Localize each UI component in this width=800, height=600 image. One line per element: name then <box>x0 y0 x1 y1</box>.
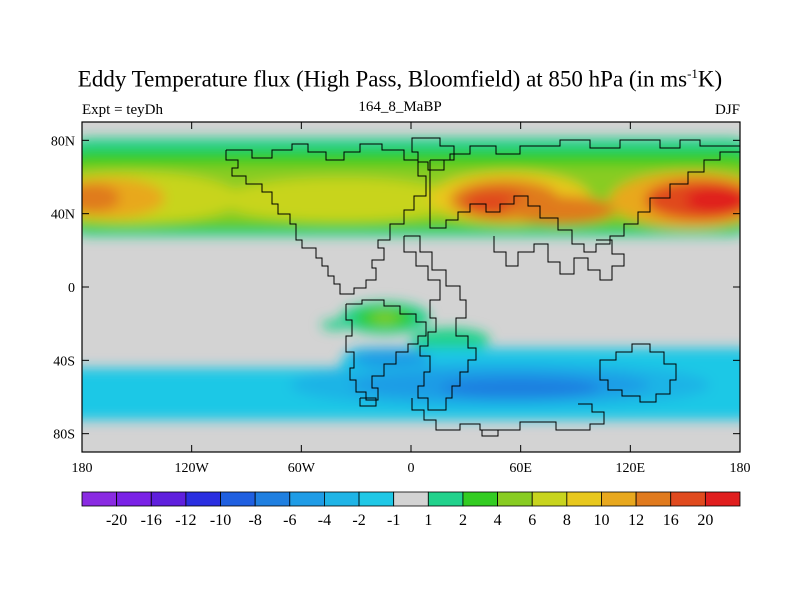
colorbar-swatch <box>324 491 360 507</box>
coast-north-america <box>225 143 427 295</box>
coast-greenland <box>411 137 455 171</box>
sind-1 <box>410 328 490 352</box>
lat-tick-label: 40S <box>53 354 75 369</box>
lon-tick-label: 120W <box>175 461 210 476</box>
colorbar-label: -1 <box>387 512 400 529</box>
coast-south-georgia <box>481 429 499 437</box>
experiment-label: Expt = teyDh <box>82 102 163 118</box>
colorbar-swatch <box>185 491 221 507</box>
colorbar-label: 8 <box>563 512 571 529</box>
colorbar-swatch <box>81 491 118 507</box>
lat-tick-label: 0 <box>68 281 75 296</box>
colorbar-label: -12 <box>175 512 196 529</box>
colorbar-swatch <box>670 491 706 507</box>
lon-tick-label: 0 <box>408 461 415 476</box>
coast-africa <box>403 235 477 411</box>
period-label: 164_8_MaBP <box>358 99 442 115</box>
colorbar-swatch <box>150 491 187 507</box>
colorbar-label: -16 <box>141 512 162 529</box>
colorbar-swatch <box>393 491 429 507</box>
lat-tick-label: 40N <box>51 208 75 223</box>
coast-islands <box>359 397 377 407</box>
colorbar-label: -4 <box>318 512 331 529</box>
lat-tick-label: 80N <box>51 134 75 149</box>
coast-south-america <box>345 299 427 401</box>
colorbar-swatch <box>462 491 498 507</box>
coast-australia <box>599 343 677 403</box>
colorbar: -20 -16 -12 -10 -8 -6 -4 -2 -1 1 2 4 6 8 10 12 16 20 <box>81 491 741 529</box>
colorbar-label: 6 <box>528 512 536 529</box>
colorbar-swatch <box>289 491 325 507</box>
colorbar-label: -6 <box>283 512 296 529</box>
colorbar-label: 1 <box>424 512 432 529</box>
axis-ticks: 80N 40N 0 40S 80S 180 120W 60W 0 60E 120E 180 <box>51 122 751 476</box>
colorbar-swatch <box>635 491 672 507</box>
colorbar-swatch <box>254 491 291 507</box>
colorbar-swatch <box>427 491 464 507</box>
lat-tick-label: 80S <box>53 428 75 443</box>
colorbar-label: 4 <box>494 512 502 529</box>
colorbar-label: -2 <box>352 512 365 529</box>
colorbar-swatch <box>601 491 637 507</box>
wpac-20 <box>685 188 740 212</box>
season-label: DJF <box>714 102 740 118</box>
lon-tick-label: 120E <box>616 461 646 476</box>
colorbar-swatch <box>497 491 533 507</box>
npac-12 <box>82 184 120 212</box>
sam-1 <box>321 320 349 330</box>
coast-eurasia <box>429 139 740 253</box>
lon-tick-label: 180 <box>730 461 751 476</box>
colorbar-label: 20 <box>697 512 713 529</box>
colorbar-label: 12 <box>628 512 644 529</box>
colorbar-label: 16 <box>663 512 679 529</box>
colorbar-swatch <box>358 491 395 507</box>
lon-tick-label: 60W <box>288 461 316 476</box>
colorbar-label: -10 <box>210 512 231 529</box>
colorbar-swatch <box>704 491 741 507</box>
colorbar-swatch <box>220 491 256 507</box>
sh-band-m6 <box>440 378 600 398</box>
colorbar-swatch <box>531 491 568 507</box>
coast-antarctica <box>411 398 605 431</box>
natl-6 <box>220 178 460 222</box>
asia-12 <box>505 196 615 224</box>
satl-m4 <box>350 349 430 367</box>
coastlines <box>225 137 740 437</box>
colorbar-label: 10 <box>593 512 609 529</box>
colorbar-swatch <box>566 491 602 507</box>
lon-tick-label: 180 <box>72 461 93 476</box>
colorbar-label: -8 <box>248 512 261 529</box>
satl-4 <box>371 313 399 323</box>
plot-title: Eddy Temperature flux (High Pass, Bloomf… <box>77 66 723 92</box>
colorbar-label: -20 <box>106 512 127 529</box>
colorbar-label: 2 <box>459 512 467 529</box>
colorbar-swatch <box>116 491 152 507</box>
lon-tick-label: 60E <box>509 461 532 476</box>
coast-arabia-india <box>493 236 625 281</box>
